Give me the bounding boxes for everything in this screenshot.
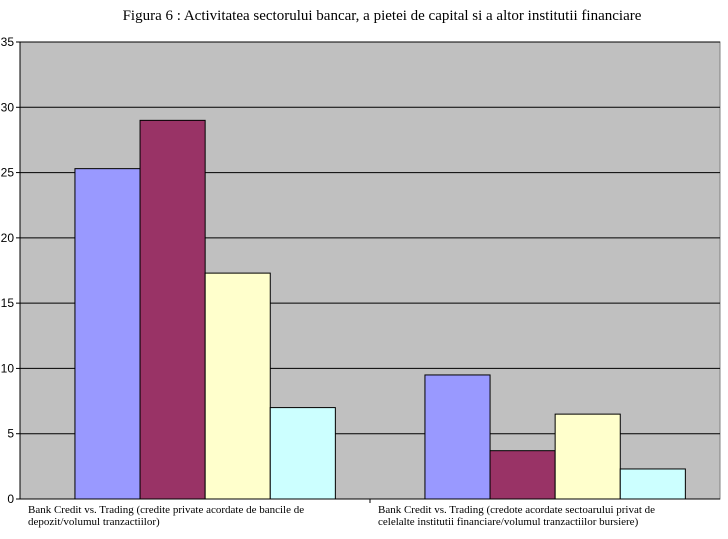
bars bbox=[74, 119, 686, 500]
y-tick-label: 35 bbox=[1, 35, 15, 49]
y-tick-labels: 0 5 10 15 20 25 30 35 bbox=[1, 35, 15, 506]
y-tick-label: 20 bbox=[1, 231, 15, 245]
chart-title: Figura 6 : Activitatea sectorului bancar… bbox=[123, 8, 642, 24]
y-tick-label: 5 bbox=[7, 427, 14, 441]
y-tick-label: 30 bbox=[1, 100, 15, 114]
bar bbox=[619, 468, 686, 500]
y-tick-label: 15 bbox=[1, 296, 15, 310]
bar bbox=[204, 272, 271, 500]
bar bbox=[554, 413, 621, 500]
category-label: Bank Credit vs. Trading (credote acordat… bbox=[378, 504, 655, 528]
bar bbox=[74, 168, 141, 500]
y-tick-label: 0 bbox=[7, 492, 14, 506]
category-labels: Bank Credit vs. Trading (credite private… bbox=[28, 504, 655, 528]
bar bbox=[269, 407, 336, 500]
y-tick-label: 25 bbox=[1, 166, 15, 180]
y-tick-label: 10 bbox=[1, 361, 15, 375]
axes bbox=[16, 41, 720, 503]
bar bbox=[139, 119, 206, 500]
bar bbox=[489, 450, 556, 500]
bar bbox=[424, 374, 491, 500]
category-label: Bank Credit vs. Trading (credite private… bbox=[28, 504, 304, 528]
